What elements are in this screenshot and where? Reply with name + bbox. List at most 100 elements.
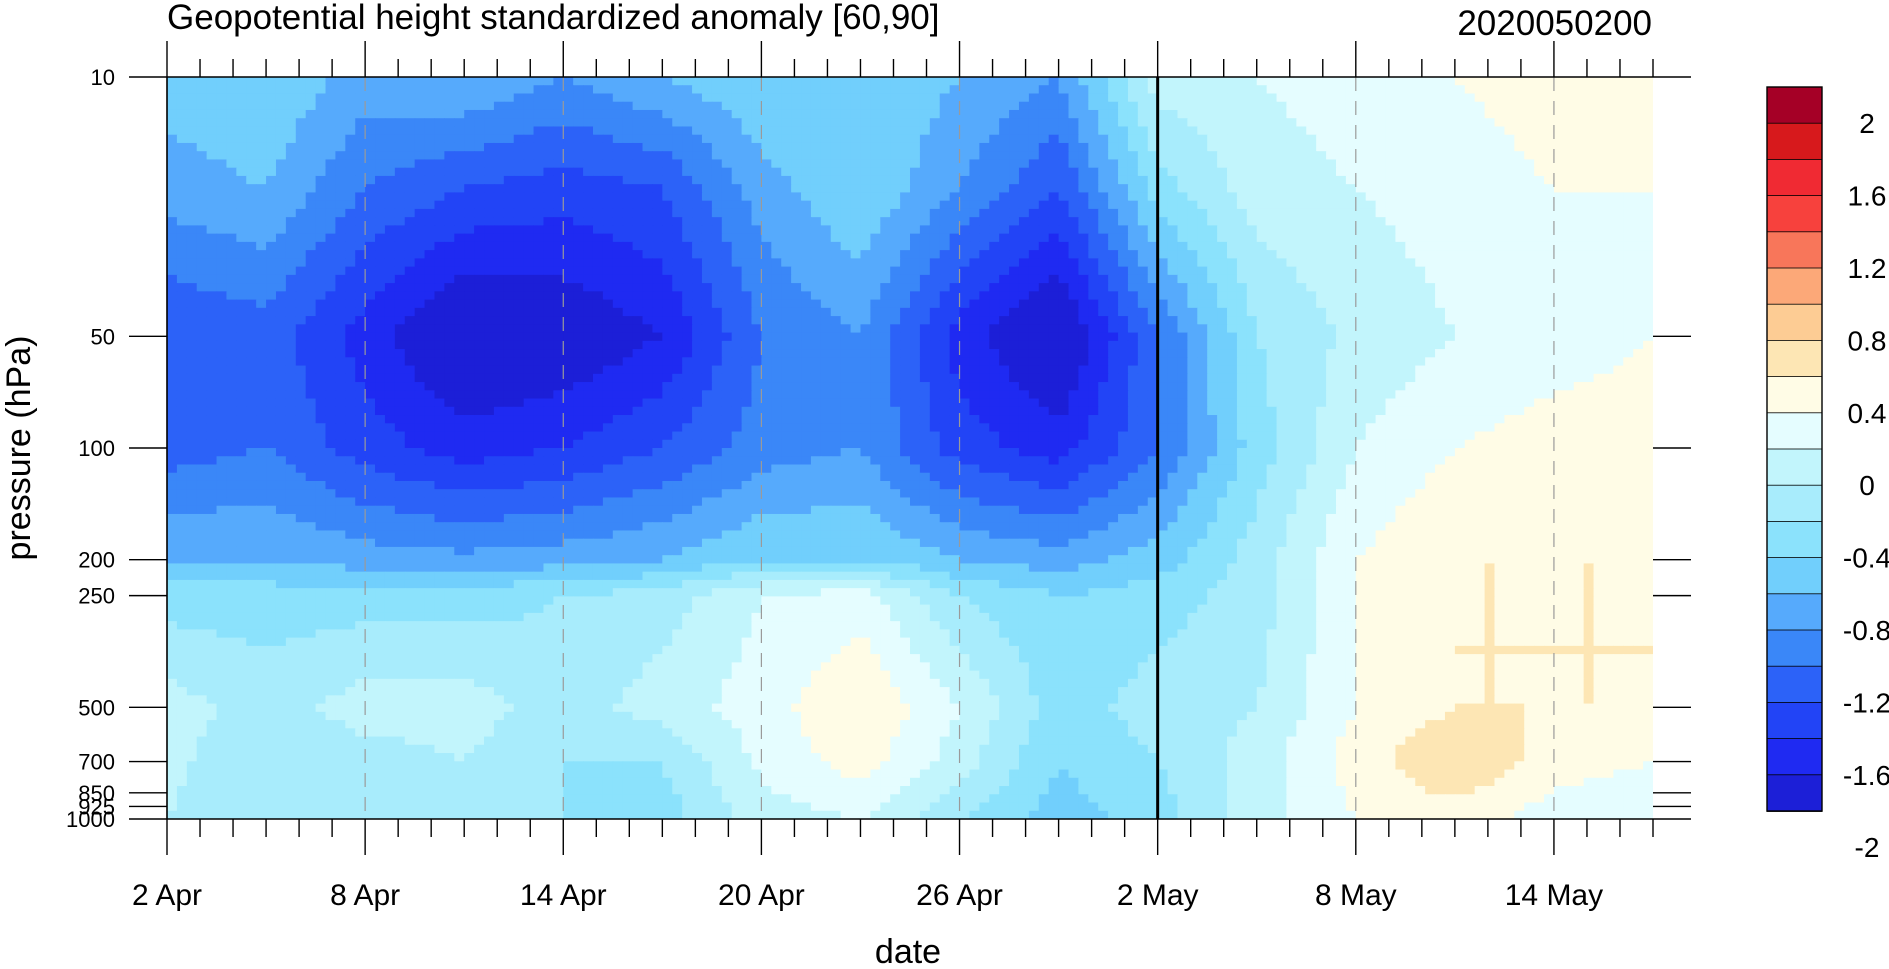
field-cell <box>1316 332 1327 342</box>
field-cell <box>523 85 535 95</box>
field-cell <box>275 266 287 276</box>
field-cell <box>1454 283 1466 292</box>
field-cell <box>553 274 564 284</box>
field-cell <box>919 274 931 284</box>
field-cell <box>1355 299 1367 309</box>
field-cell <box>295 291 307 301</box>
field-cell <box>474 332 485 342</box>
field-cell <box>1444 291 1456 301</box>
field-cell <box>761 118 772 128</box>
field-cell <box>1583 101 1595 111</box>
field-cell <box>1306 332 1317 342</box>
field-cell <box>1633 274 1644 284</box>
field-cell <box>1435 200 1446 210</box>
field-cell <box>563 316 574 325</box>
field-cell <box>721 167 733 177</box>
field-cell <box>642 258 654 268</box>
field-cell <box>1246 316 1258 325</box>
field-cell <box>1385 134 1397 144</box>
field-cell <box>345 126 356 136</box>
field-cell <box>1583 142 1595 152</box>
field-cell <box>1098 142 1109 152</box>
field-cell <box>335 85 346 95</box>
field-cell <box>1009 225 1020 235</box>
field-cell <box>1157 340 1169 350</box>
field-cell <box>910 101 921 111</box>
field-cell <box>404 93 416 103</box>
field-cell <box>632 118 644 128</box>
field-cell <box>771 77 782 86</box>
field-cell <box>1385 283 1397 292</box>
field-cell <box>1197 324 1208 334</box>
field-cell <box>295 175 307 185</box>
field-cell <box>840 159 852 169</box>
field-cell <box>900 118 911 128</box>
field-cell <box>1236 340 1248 350</box>
field-cell <box>880 241 891 251</box>
field-cell <box>751 151 762 161</box>
field-cell <box>1385 175 1397 185</box>
field-cell <box>533 85 545 95</box>
field-cell <box>860 192 871 202</box>
field-cell <box>1534 175 1545 185</box>
field-cell <box>394 291 406 301</box>
field-cell <box>1583 126 1595 136</box>
field-cell <box>1553 167 1565 177</box>
field-cell <box>573 217 584 226</box>
field-cell <box>484 250 495 259</box>
field-cell <box>701 126 713 136</box>
field-cell <box>910 250 921 259</box>
field-cell <box>1316 340 1327 350</box>
field-cell <box>553 291 564 301</box>
field-cell <box>1187 291 1198 301</box>
field-cell <box>801 266 812 276</box>
field-cell <box>1633 118 1644 128</box>
field-cell <box>1177 316 1188 325</box>
field-cell <box>810 225 822 235</box>
field-cell <box>355 200 366 210</box>
field-cell <box>1157 225 1169 235</box>
field-cell <box>424 109 436 119</box>
field-cell <box>1603 126 1614 136</box>
field-cell <box>1058 217 1070 226</box>
field-cell <box>246 126 257 136</box>
field-cell <box>256 324 267 334</box>
field-cell <box>910 299 921 309</box>
field-cell <box>939 217 951 226</box>
field-cell <box>1484 208 1496 218</box>
field-cell <box>285 324 297 334</box>
field-cell <box>632 192 644 202</box>
field-cell <box>652 208 663 218</box>
field-cell <box>1147 258 1159 268</box>
field-cell <box>662 307 673 317</box>
field-cell <box>662 85 673 95</box>
field-cell <box>652 167 663 177</box>
field-cell <box>434 85 445 95</box>
field-cell <box>266 299 277 309</box>
field-cell <box>365 85 376 95</box>
field-cell <box>226 101 237 111</box>
field-cell <box>989 184 1000 194</box>
field-cell <box>1326 151 1337 161</box>
field-cell <box>315 233 327 243</box>
field-cell <box>1563 250 1575 259</box>
field-cell <box>1177 167 1188 177</box>
field-cell <box>533 167 545 177</box>
field-cell <box>1078 93 1089 103</box>
field-cell <box>275 241 287 251</box>
field-cell <box>1454 167 1466 177</box>
field-cell <box>1484 101 1496 111</box>
field-cell <box>1524 299 1535 309</box>
field-cell <box>1058 241 1070 251</box>
field-cell <box>1207 291 1218 301</box>
field-cell <box>275 291 287 301</box>
field-cell <box>1643 250 1653 259</box>
field-cell <box>1603 142 1614 152</box>
field-cell <box>573 307 584 317</box>
field-cell <box>592 266 604 276</box>
field-cell <box>186 159 198 169</box>
field-cell <box>1603 208 1614 218</box>
field-cell <box>1256 274 1268 284</box>
field-cell <box>275 175 287 185</box>
field-cell <box>266 167 277 177</box>
